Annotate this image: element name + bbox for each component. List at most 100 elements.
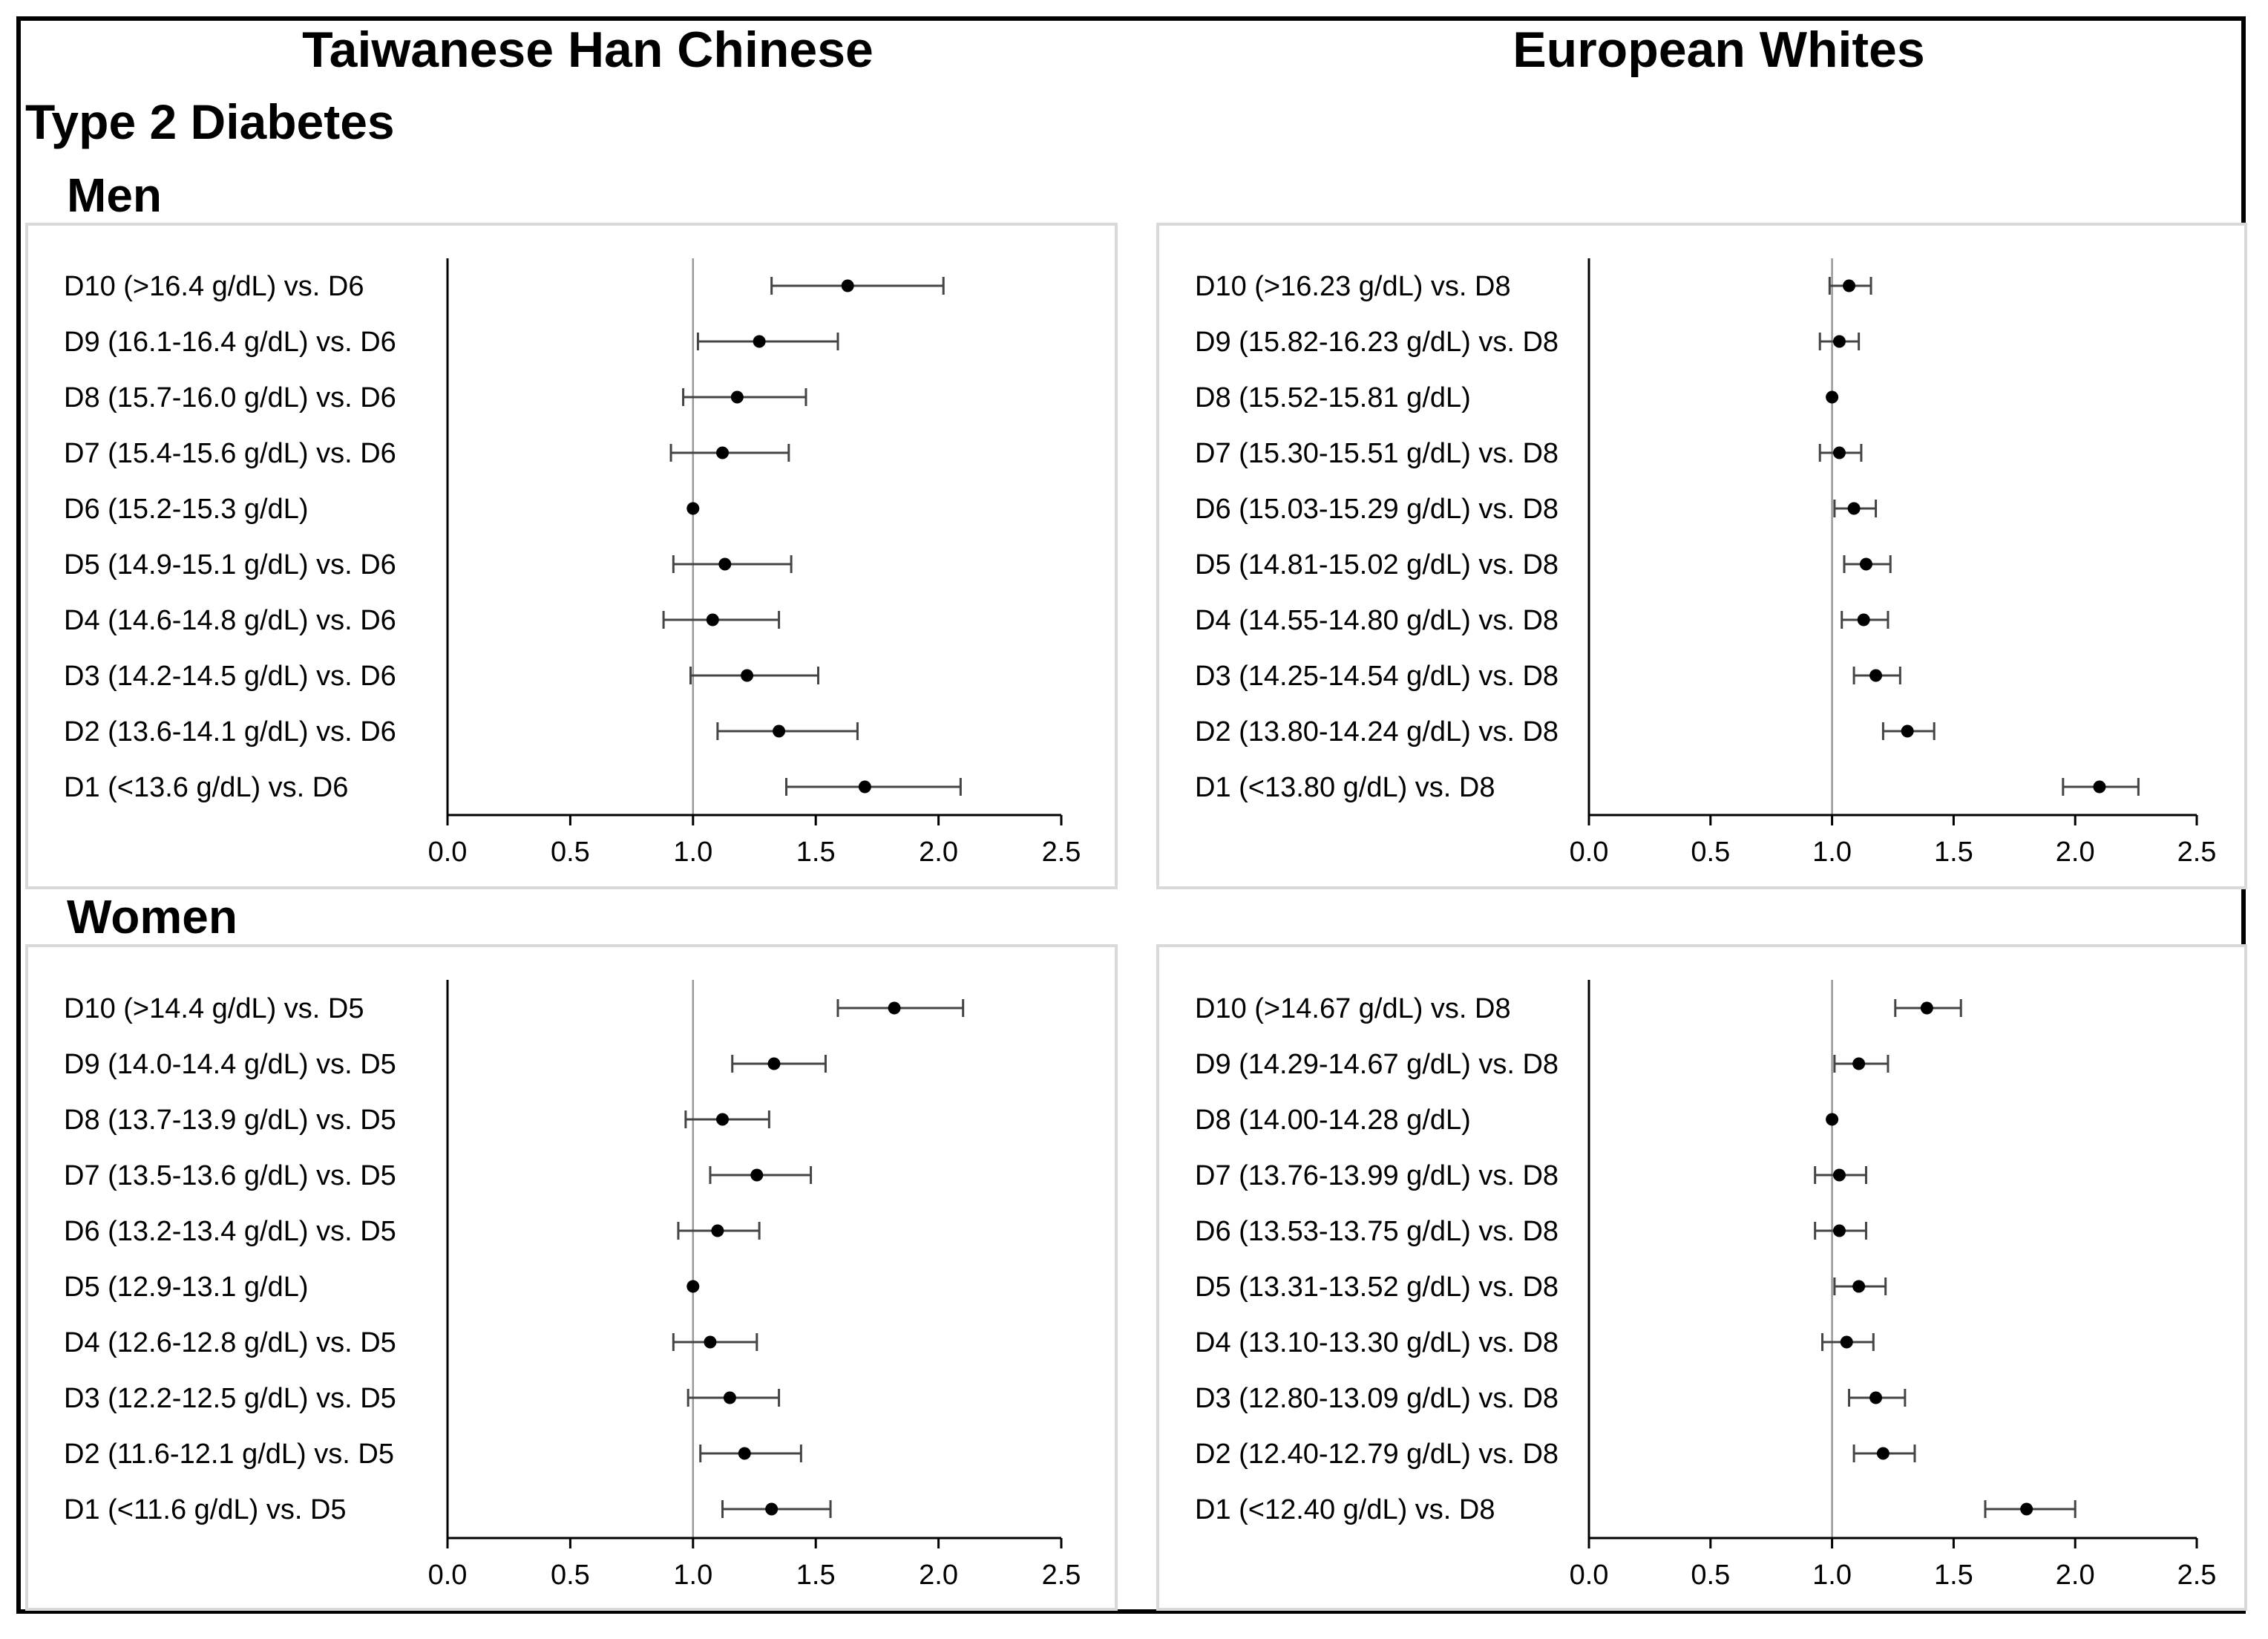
panel-women-european: [1156, 944, 2247, 1611]
women-european-x-tick-label: 0.5: [1691, 1560, 1730, 1591]
women-european-point: [1832, 1224, 1846, 1237]
men-european-row-label: D1 (<13.80 g/dL) vs. D8: [1195, 772, 1495, 803]
women-european-row-label: D2 (12.40-12.79 g/dL) vs. D8: [1195, 1439, 1559, 1470]
women-european-x-tick-label: 2.5: [2177, 1560, 2217, 1591]
women-taiwanese-row-label: D1 (<11.6 g/dL) vs. D5: [64, 1494, 347, 1525]
women-taiwanese-x-tick-label: 1.0: [673, 1560, 712, 1591]
women-taiwanese-x-tick-label: 2.5: [1042, 1560, 1081, 1591]
men-taiwanese-x-tick-label: 0.5: [551, 837, 590, 868]
women-european-row-label: D9 (14.29-14.67 g/dL) vs. D8: [1195, 1049, 1559, 1080]
women-taiwanese-row-label: D5 (12.9-13.1 g/dL): [64, 1272, 309, 1303]
women-european-row-label: D7 (13.76-13.99 g/dL) vs. D8: [1195, 1160, 1559, 1191]
women-european-point: [1876, 1447, 1890, 1460]
men-european-row-label: D8 (15.52-15.81 g/dL): [1195, 382, 1471, 413]
men-taiwanese-point: [753, 335, 766, 348]
men-taiwanese-point: [715, 446, 729, 459]
women-european-point: [1832, 1168, 1846, 1182]
women-taiwanese-point: [750, 1168, 764, 1182]
men-taiwanese-point: [706, 613, 719, 627]
women-european-point: [1852, 1057, 1866, 1070]
women-taiwanese-point: [711, 1224, 724, 1237]
men-european-point: [2093, 780, 2106, 794]
men-european-row-label: D2 (13.80-14.24 g/dL) vs. D8: [1195, 716, 1559, 747]
panel-men-taiwanese: [25, 223, 1118, 889]
women-european-x-tick-label: 1.0: [1812, 1560, 1852, 1591]
men-taiwanese-row-label: D5 (14.9-15.1 g/dL) vs. D6: [64, 549, 396, 580]
men-taiwanese-row-label: D7 (15.4-15.6 g/dL) vs. D6: [64, 438, 396, 469]
women-taiwanese-point: [686, 1280, 700, 1293]
men-european-point: [1843, 279, 1856, 292]
women-taiwanese-row-label: D9 (14.0-14.4 g/dL) vs. D5: [64, 1049, 396, 1080]
men-taiwanese-row-label: D10 (>16.4 g/dL) vs. D6: [64, 271, 364, 302]
panel-men-european: [1156, 223, 2247, 889]
women-taiwanese-x-tick-label: 2.0: [919, 1560, 958, 1591]
men-taiwanese-row-label: D3 (14.2-14.5 g/dL) vs. D6: [64, 661, 396, 692]
women-european-row-label: D10 (>14.67 g/dL) vs. D8: [1195, 993, 1511, 1024]
women-taiwanese-row-label: D8 (13.7-13.9 g/dL) vs. D5: [64, 1105, 396, 1136]
men-taiwanese-point: [686, 502, 700, 515]
women-european-row-label: D5 (13.31-13.52 g/dL) vs. D8: [1195, 1272, 1559, 1303]
men-european-point: [1832, 446, 1846, 459]
men-taiwanese-point: [841, 279, 854, 292]
women-european-row-label: D1 (<12.40 g/dL) vs. D8: [1195, 1494, 1495, 1525]
men-taiwanese-row-label: D6 (15.2-15.3 g/dL): [64, 494, 309, 525]
women-european-point: [1826, 1113, 1839, 1126]
men-taiwanese-point: [858, 780, 871, 794]
men-european-point: [1859, 557, 1872, 571]
women-european-x-tick-label: 0.0: [1570, 1560, 1609, 1591]
men-european-x-tick-label: 0.5: [1691, 837, 1730, 868]
women-taiwanese-point: [704, 1335, 717, 1349]
men-taiwanese-point: [741, 669, 754, 682]
men-european-point: [1847, 502, 1861, 515]
men-taiwanese-x-tick-label: 1.5: [796, 837, 836, 868]
women-taiwanese-point: [715, 1113, 729, 1126]
men-taiwanese-row-label: D9 (16.1-16.4 g/dL) vs. D6: [64, 327, 396, 358]
men-taiwanese-row-label: D8 (15.7-16.0 g/dL) vs. D6: [64, 382, 396, 413]
men-taiwanese-row-label: D2 (13.6-14.1 g/dL) vs. D6: [64, 716, 396, 747]
panel-women-taiwanese: [25, 944, 1118, 1611]
men-european-x-tick-label: 2.5: [2177, 837, 2217, 868]
women-european-row-label: D8 (14.00-14.28 g/dL): [1195, 1105, 1471, 1136]
women-title: Women: [67, 890, 237, 943]
women-european-x-tick-label: 2.0: [2056, 1560, 2095, 1591]
women-taiwanese-row-label: D4 (12.6-12.8 g/dL) vs. D5: [64, 1327, 396, 1358]
men-taiwanese-x-tick-label: 0.0: [428, 837, 468, 868]
men-european-row-label: D4 (14.55-14.80 g/dL) vs. D8: [1195, 605, 1559, 636]
men-european-point: [1826, 390, 1839, 404]
women-taiwanese-point: [767, 1057, 781, 1070]
women-european-row-label: D6 (13.53-13.75 g/dL) vs. D8: [1195, 1216, 1559, 1247]
women-taiwanese-row-label: D3 (12.2-12.5 g/dL) vs. D5: [64, 1383, 396, 1414]
women-european-row-label: D3 (12.80-13.09 g/dL) vs. D8: [1195, 1383, 1559, 1414]
men-european-point: [1832, 335, 1846, 348]
men-taiwanese-point: [773, 724, 786, 738]
women-taiwanese-x-tick-label: 1.5: [796, 1560, 836, 1591]
men-european-row-label: D9 (15.82-16.23 g/dL) vs. D8: [1195, 327, 1559, 358]
women-taiwanese-x-tick-label: 0.5: [551, 1560, 590, 1591]
men-european-row-label: D6 (15.03-15.29 g/dL) vs. D8: [1195, 494, 1559, 525]
women-taiwanese-row-label: D7 (13.5-13.6 g/dL) vs. D5: [64, 1160, 396, 1191]
men-european-x-tick-label: 0.0: [1570, 837, 1609, 868]
women-european-point: [1852, 1280, 1866, 1293]
men-taiwanese-point: [718, 557, 732, 571]
men-european-x-tick-label: 2.0: [2056, 837, 2095, 868]
men-taiwanese-x-tick-label: 2.0: [919, 837, 958, 868]
men-european-point: [1901, 724, 1914, 738]
women-taiwanese-point: [888, 1001, 901, 1015]
women-taiwanese-point: [738, 1447, 751, 1460]
women-taiwanese-row-label: D2 (11.6-12.1 g/dL) vs. D5: [64, 1439, 394, 1470]
women-european-point: [2020, 1502, 2033, 1516]
men-european-x-tick-label: 1.0: [1812, 837, 1852, 868]
section-title: Type 2 Diabetes: [25, 94, 395, 149]
men-european-point: [1869, 669, 1883, 682]
men-european-row-label: D7 (15.30-15.51 g/dL) vs. D8: [1195, 438, 1559, 469]
women-taiwanese-point: [723, 1391, 736, 1404]
women-european-point: [1840, 1335, 1853, 1349]
women-taiwanese-row-label: D6 (13.2-13.4 g/dL) vs. D5: [64, 1216, 396, 1247]
men-taiwanese-x-tick-label: 1.0: [673, 837, 712, 868]
men-title: Men: [67, 169, 162, 222]
men-european-row-label: D3 (14.25-14.54 g/dL) vs. D8: [1195, 661, 1559, 692]
left-column-title: Taiwanese Han Chinese: [302, 22, 874, 78]
women-taiwanese-x-tick-label: 0.0: [428, 1560, 468, 1591]
women-european-point: [1869, 1391, 1883, 1404]
